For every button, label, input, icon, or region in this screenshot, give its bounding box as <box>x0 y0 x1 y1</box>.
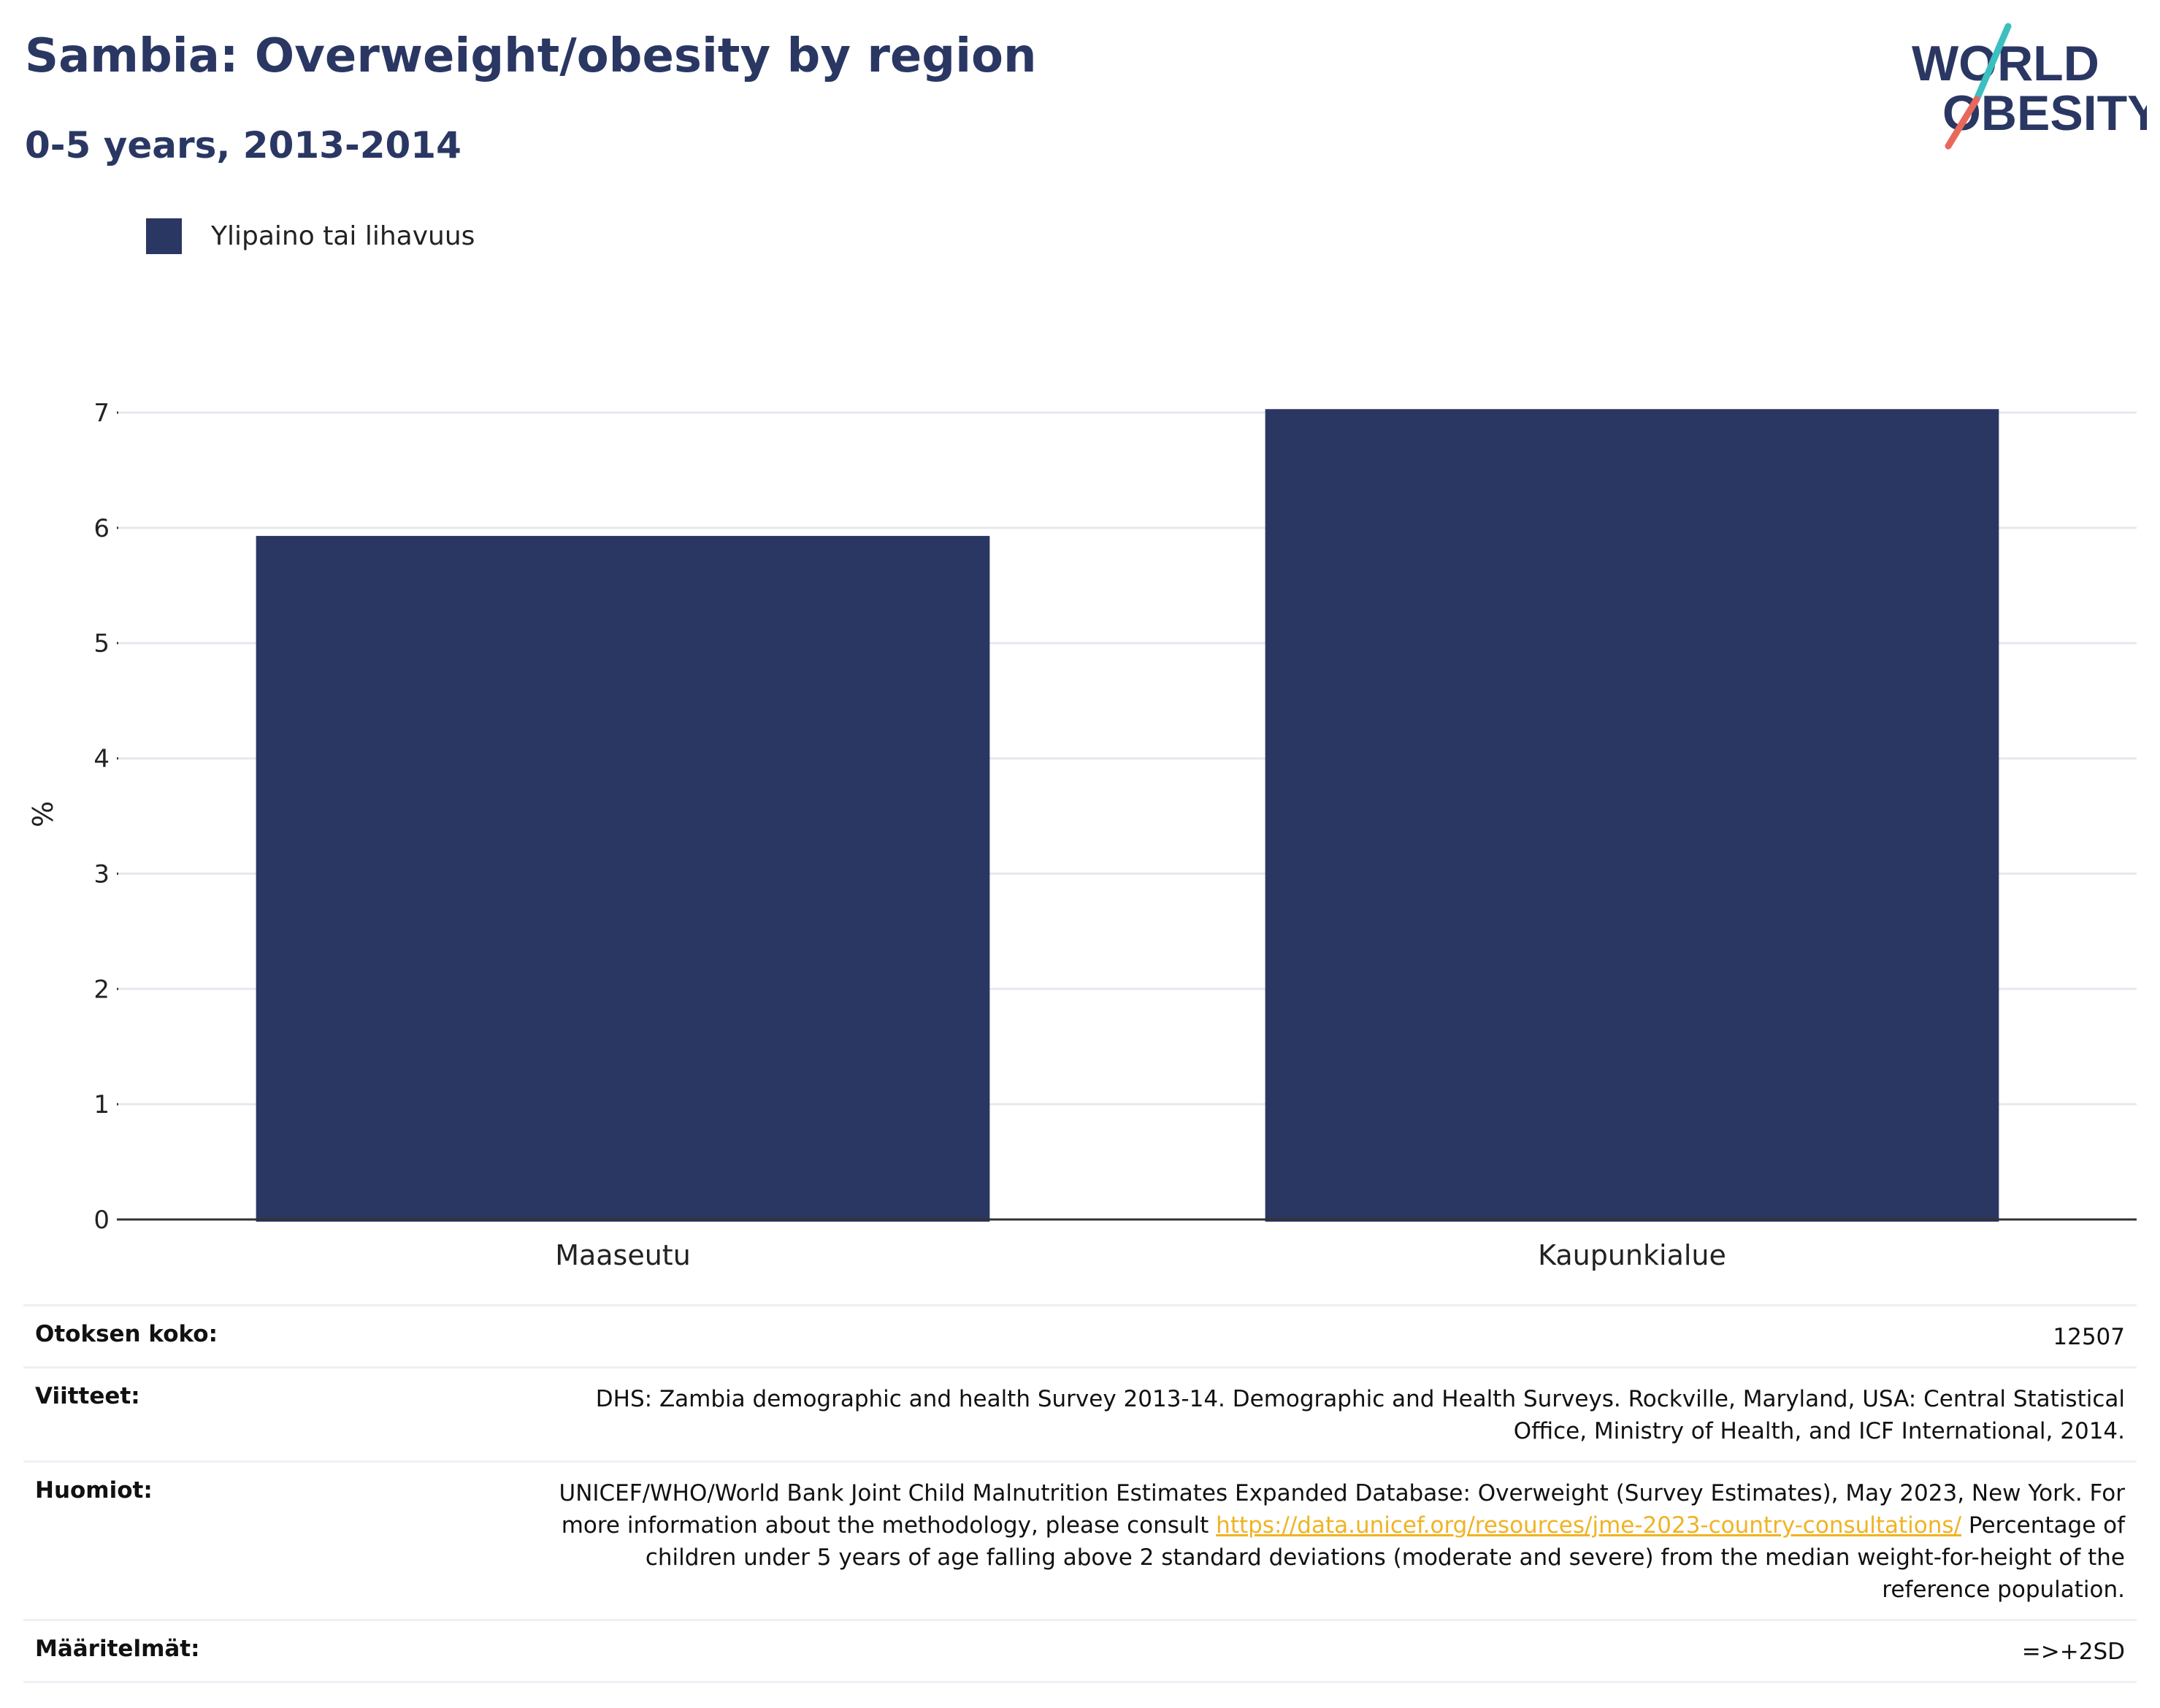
references-label: Viitteet: <box>35 1383 140 1409</box>
notes-text-1: UNICEF/WHO/World Bank Joint Child Malnut… <box>559 1480 2126 1539</box>
info-row-definitions: Määritelmät: =>+2SD <box>23 1619 2137 1683</box>
logo-slash-top <box>1973 23 2012 103</box>
bar-maaseutu[interactable] <box>256 535 990 1222</box>
sample-size-value: 12507 <box>2053 1324 2125 1350</box>
logo-text-world: WORLD <box>1912 36 2099 91</box>
bar-chart: 0 1 2 3 4 5 6 7% Maaseutu Kaupunkialue <box>27 399 2137 1271</box>
legend-swatch <box>146 218 182 254</box>
notes-label: Huomiot: <box>35 1477 153 1504</box>
bar-kaupunkialue[interactable] <box>1265 409 1999 1222</box>
chart-subtitle: 0-5 years, 2013-2014 <box>25 124 462 166</box>
info-row-sample: Otoksen koko: 12507 <box>23 1304 2137 1366</box>
methodology-link[interactable]: https://data.unicef.org/resources/jme-20… <box>1216 1512 1962 1539</box>
y-tick-label: 6 <box>93 514 110 543</box>
logo-slash-bottom <box>1945 96 1980 150</box>
notes-text-2: Percentage of children under 5 years of … <box>645 1512 2125 1603</box>
definitions-value: =>+2SD <box>2021 1639 2125 1665</box>
x-tick-label: Maaseutu <box>555 1239 691 1271</box>
sample-size-label: Otoksen koko: <box>35 1321 218 1347</box>
x-tick-label: Kaupunkialue <box>1538 1239 1726 1271</box>
y-tick-label: 2 <box>93 975 110 1004</box>
y-axis-label: % <box>27 801 59 827</box>
legend-label: Ylipaino tai lihavuus <box>211 221 475 251</box>
y-tick-label: 1 <box>93 1090 110 1119</box>
notes-value: UNICEF/WHO/World Bank Joint Child Malnut… <box>533 1477 2126 1606</box>
y-tick-label: 7 <box>93 399 110 428</box>
definitions-label: Määritelmät: <box>35 1636 200 1662</box>
chart-title: Sambia: Overweight/obesity by region <box>25 29 1037 83</box>
y-tick-label: 4 <box>93 745 110 774</box>
y-tick-label: 5 <box>93 629 110 659</box>
world-obesity-logo: WORLD OBESITY <box>1912 23 2147 150</box>
references-value: DHS: Zambia demographic and health Surve… <box>595 1386 2125 1444</box>
chart-legend[interactable]: Ylipaino tai lihavuus <box>146 218 475 254</box>
info-row-notes: Huomiot: UNICEF/WHO/World Bank Joint Chi… <box>23 1460 2137 1619</box>
y-tick-label: 0 <box>93 1206 110 1235</box>
info-row-references: Viitteet: DHS: Zambia demographic and he… <box>23 1366 2137 1460</box>
info-table: Otoksen koko: 12507 Viitteet: DHS: Zambi… <box>23 1304 2137 1683</box>
y-tick-label: 3 <box>93 859 110 889</box>
